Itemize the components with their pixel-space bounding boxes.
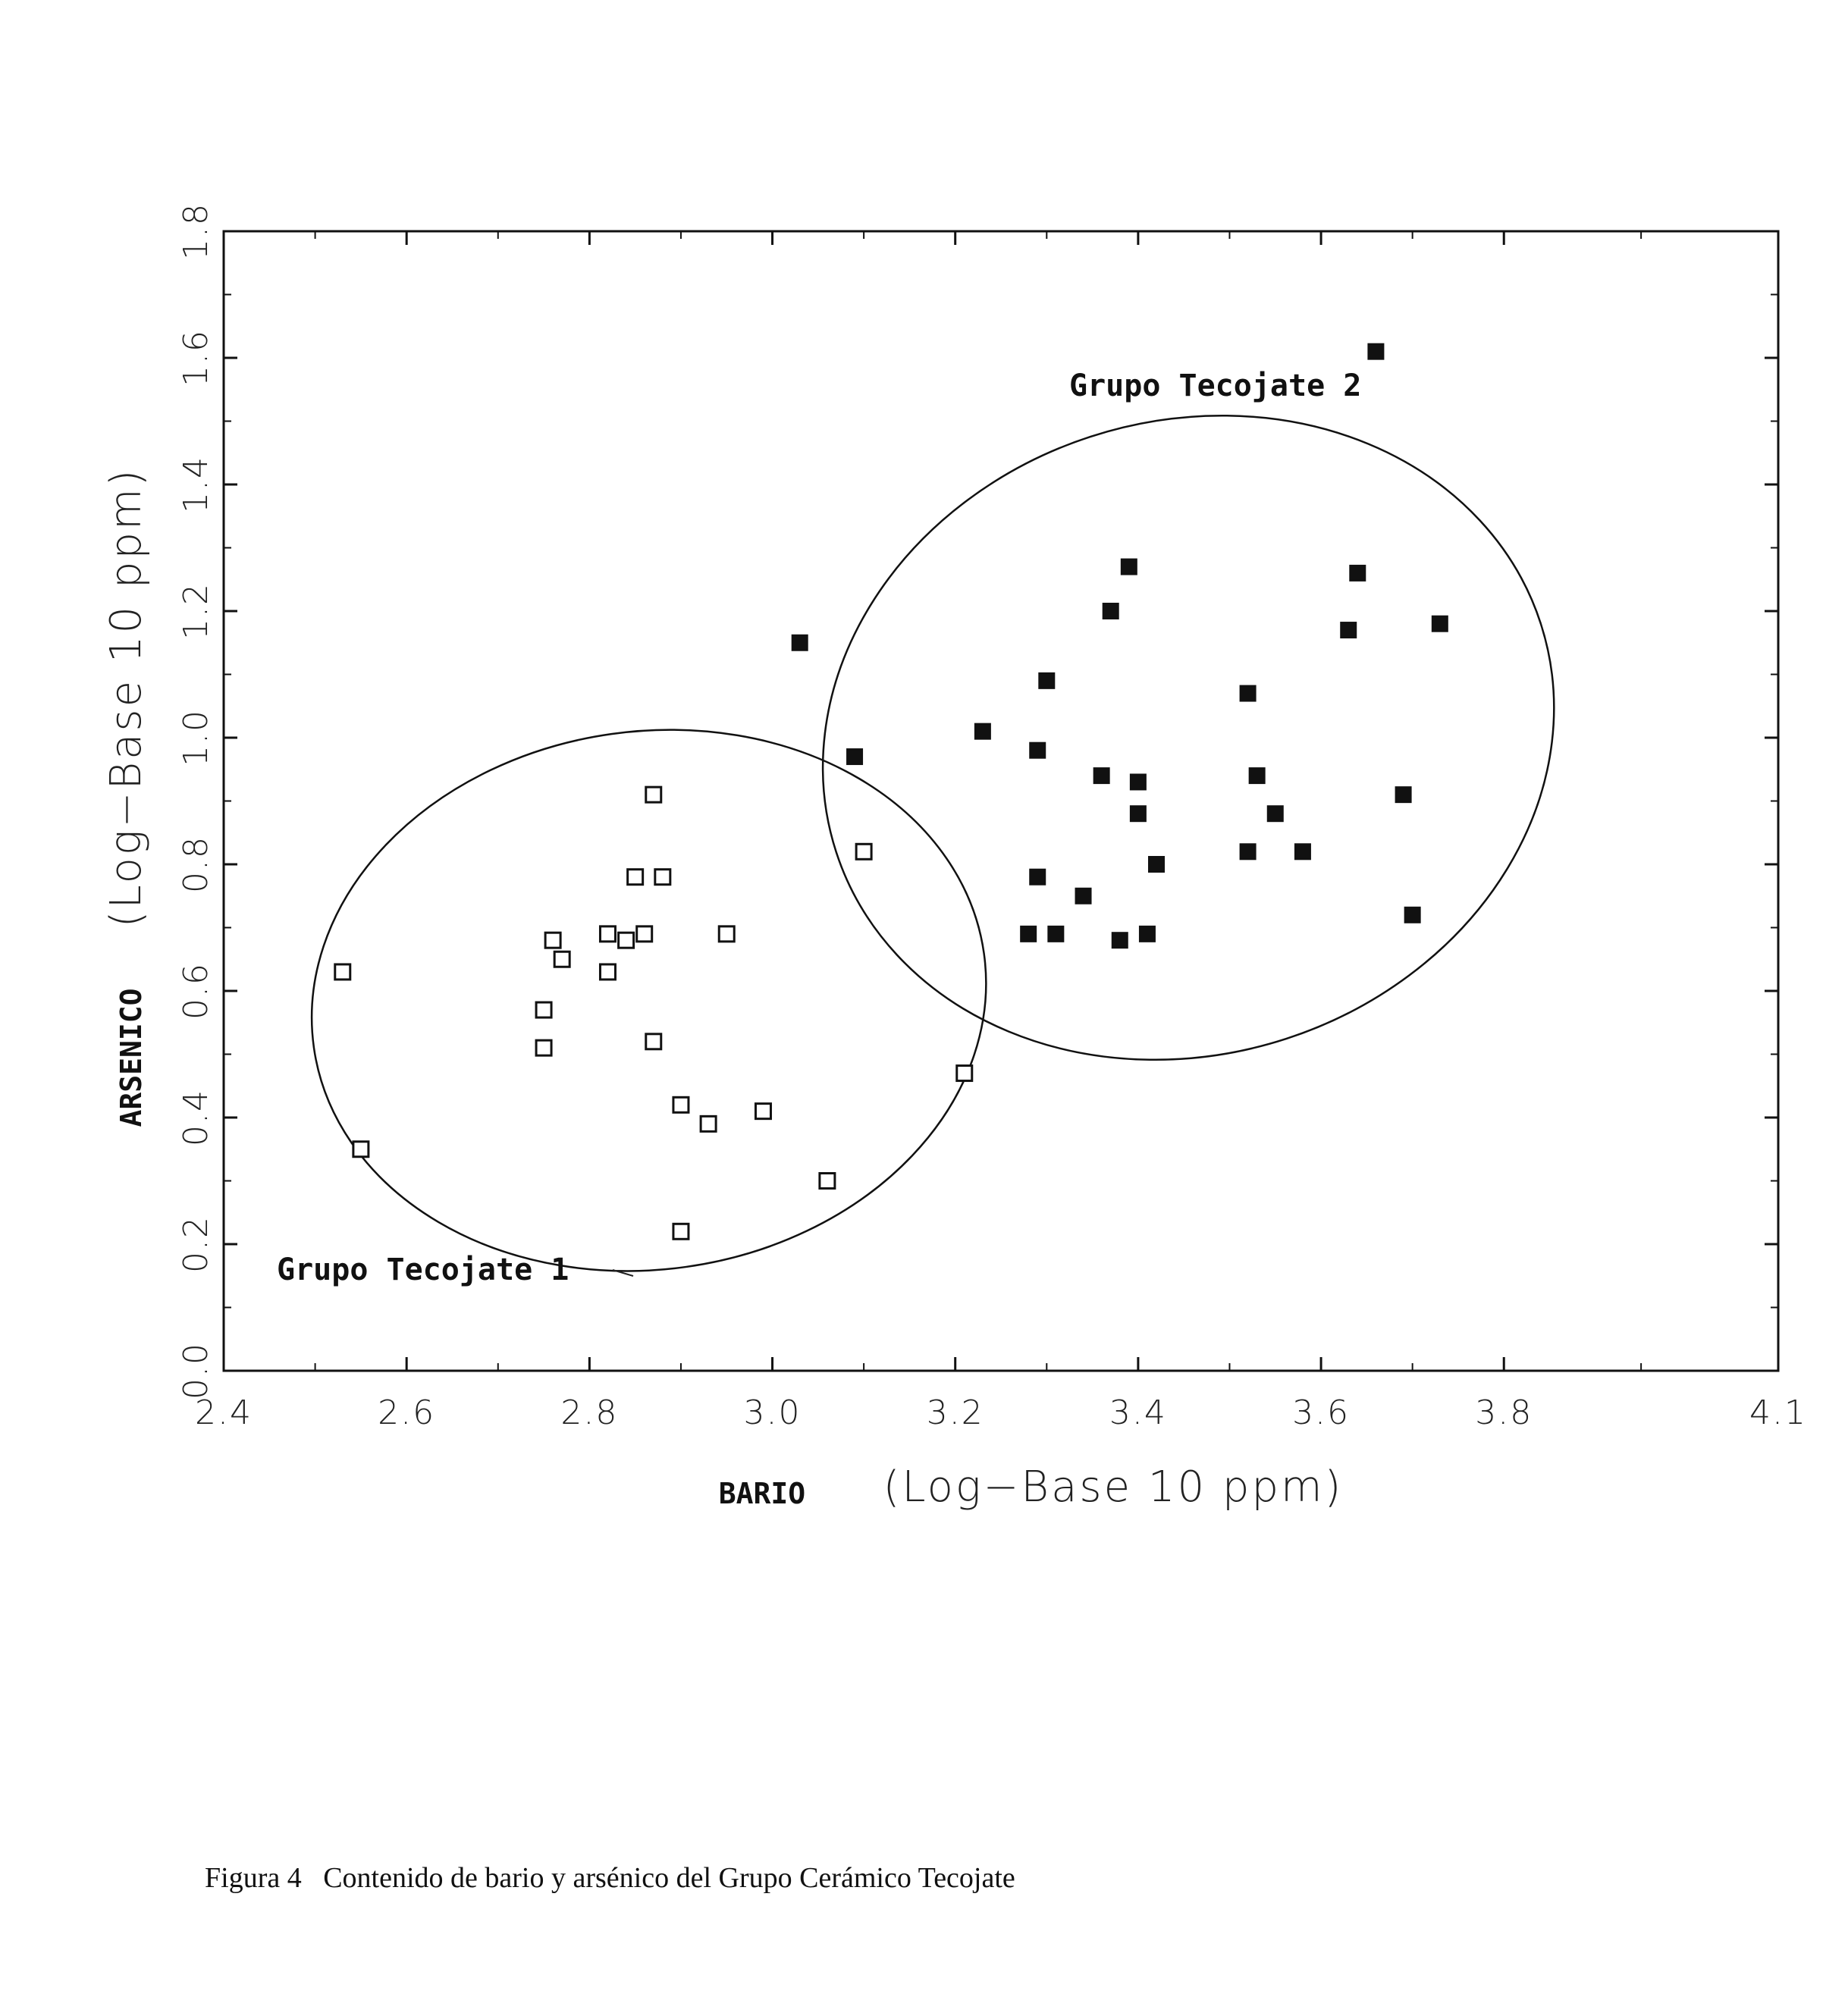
data-point-group-1 [598,963,617,981]
x-tick-label: 2.8 [560,1394,618,1432]
data-point-group-1 [598,925,617,943]
data-point-group-2 [1075,887,1092,904]
data-point-group-1 [717,925,736,943]
data-point-group-2 [1367,343,1385,360]
plot-frame [222,230,1780,1372]
data-point-group-1 [672,1096,690,1114]
x-tick-label: 3.6 [1292,1394,1350,1432]
data-point-group-2 [1294,843,1311,861]
data-point-group-1 [553,950,571,968]
data-point-group-2 [1404,906,1421,923]
data-point-group-1 [352,1140,370,1158]
group-ellipse-2 [821,414,1555,1061]
data-point-group-1 [535,1039,553,1057]
group-ellipse-1 [310,729,987,1272]
x-tick-label: 2.4 [195,1394,253,1432]
x-tick-label: 3.8 [1475,1394,1533,1432]
x-tick-label: 4.1 [1749,1394,1807,1432]
data-point-group-2 [1120,558,1137,575]
data-point-group-1 [626,868,645,886]
y-tick-label: 0.4 [177,1089,215,1146]
data-point-group-2 [1029,868,1046,886]
data-point-group-2 [1239,843,1257,861]
data-point-group-2 [1266,805,1284,823]
data-point-group-1 [645,785,663,804]
y-tick-label: 0.0 [177,1342,215,1400]
data-point-group-2 [1029,741,1046,759]
data-point-group-2 [1239,685,1257,702]
data-point-group-1 [635,925,654,943]
x-axis-title: BARIO [719,1477,805,1510]
data-point-group-2 [1248,767,1266,785]
data-point-group-1 [617,931,635,949]
data-point-group-2 [1020,925,1037,942]
data-point-group-1 [855,842,873,861]
data-point-group-2 [846,748,864,766]
y-tick-label: 1.0 [177,709,215,767]
data-point-group-1 [334,963,352,981]
data-point-group-1 [535,1001,553,1019]
data-point-group-2 [1038,672,1056,689]
data-point-group-2 [974,723,991,740]
data-point-group-2 [1093,767,1110,785]
data-point-group-1 [818,1172,836,1190]
data-point-group-2 [1129,805,1147,823]
y-tick-label: 0.8 [177,835,215,893]
data-point-group-2 [1431,615,1448,632]
data-point-group-2 [1138,925,1156,942]
group-label-tecojate-2: Grupo Tecojate 2 [1069,368,1361,403]
data-point-group-1 [645,1033,663,1051]
data-point-group-2 [1129,773,1147,791]
group-label-tecojate-1: Grupo Tecojate 1 [277,1252,569,1287]
y-tick-label: 1.8 [177,202,215,260]
data-point-group-2 [1349,564,1366,582]
x-tick-label: 3.0 [744,1394,802,1432]
y-tick-label: 1.4 [177,456,215,513]
y-tick-label: 1.6 [177,329,215,387]
y-tick-label: 1.2 [177,582,215,640]
x-tick-label: 2.6 [378,1394,435,1432]
x-tick-label: 3.4 [1109,1394,1167,1432]
data-point-group-2 [1102,603,1119,619]
data-point-group-2 [1047,925,1065,942]
data-point-group-1 [654,868,672,886]
data-point-group-1 [955,1064,974,1083]
x-axis-unit: (Log−Base 10 ppm) [883,1462,1344,1512]
y-axis-title: ARSENICO [115,988,148,1127]
y-tick-label: 0.6 [177,962,215,1020]
data-point-group-1 [672,1222,690,1240]
x-tick-label: 3.2 [927,1394,984,1432]
data-point-group-2 [1148,856,1165,873]
data-point-group-2 [1111,932,1128,949]
data-point-group-2 [791,634,808,651]
group-label-tecojate-1-connector [612,1269,634,1277]
data-point-group-1 [754,1102,772,1121]
data-point-group-1 [699,1114,717,1133]
data-point-group-2 [1340,622,1357,639]
data-point-group-2 [1395,786,1412,804]
y-tick-label: 0.2 [177,1215,215,1273]
data-point-group-1 [544,931,562,949]
figure-caption: Figura 4 Contenido de bario y arsénico d… [205,1862,1015,1894]
y-axis-unit: (Log−Base 10 ppm) [102,468,151,928]
